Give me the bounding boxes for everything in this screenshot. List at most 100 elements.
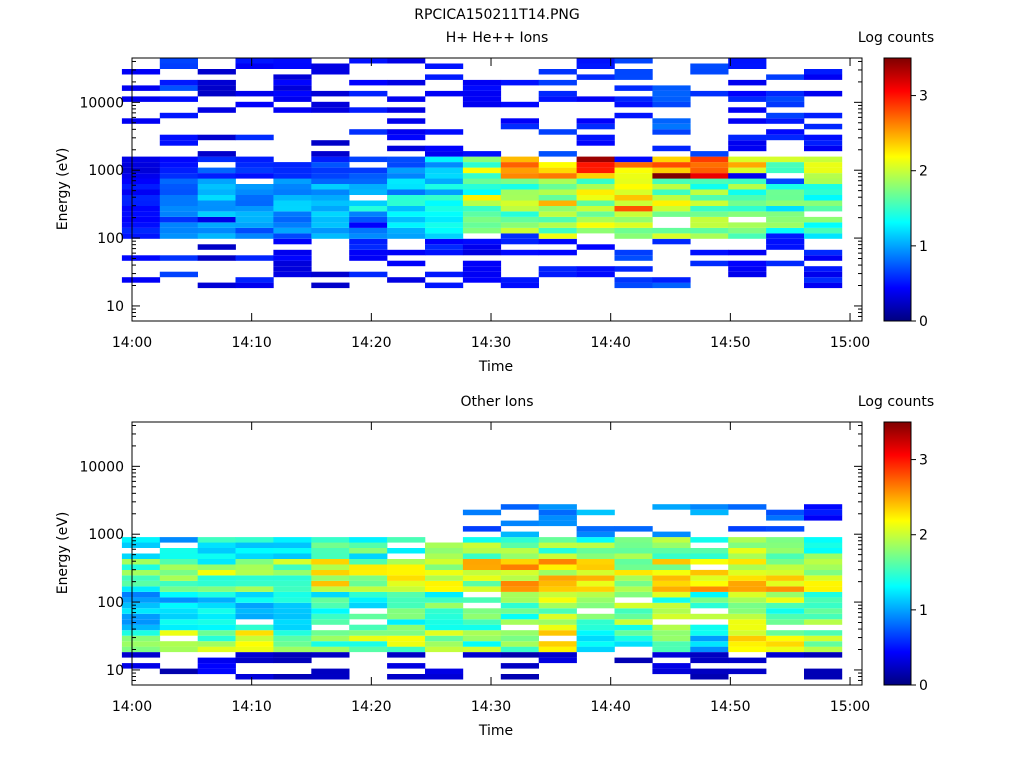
heatmap-cell — [235, 674, 274, 680]
heatmap-cell — [235, 200, 274, 206]
heatmap-cell — [500, 619, 539, 625]
heatmap-cell — [766, 542, 805, 548]
heatmap-cell — [425, 624, 464, 631]
heatmap-cell — [728, 167, 767, 174]
heatmap-cell — [766, 156, 805, 163]
heatmap-cell — [462, 249, 502, 256]
heatmap-cell — [387, 195, 426, 201]
heatmap-cell — [425, 586, 464, 592]
heatmap-cell — [235, 255, 274, 261]
heatmap-cell — [425, 569, 464, 576]
panel-other-ions: Other Ions Energy (eV) Time Log counts 1… — [55, 394, 934, 739]
heatmap-cell — [538, 173, 577, 179]
heatmap-cell — [197, 580, 236, 587]
heatmap-cell — [652, 504, 691, 510]
heatmap-cell — [690, 69, 729, 75]
heatmap-cell — [804, 652, 843, 658]
heatmap-cell — [159, 564, 198, 570]
heatmap-cell — [311, 586, 350, 592]
heatmap-cell — [766, 205, 805, 212]
heatmap-cell — [159, 591, 198, 598]
heatmap-cell — [311, 542, 350, 548]
heatmap-cell — [159, 58, 198, 64]
heatmap-cell — [235, 101, 274, 108]
heatmap-cell — [690, 504, 729, 510]
heatmap-cell — [387, 58, 426, 64]
heatmap-cell — [387, 249, 426, 256]
heatmap-cell — [462, 608, 502, 614]
heatmap-cell — [121, 580, 161, 587]
heatmap-cell — [121, 663, 161, 669]
heatmap-cell — [159, 668, 198, 675]
heatmap-cell — [197, 85, 236, 91]
heatmap-cell — [804, 200, 843, 206]
heatmap-cell — [766, 189, 805, 195]
heatmap-cell — [349, 79, 388, 86]
heatmap-cell — [311, 200, 350, 206]
heatmap-cell — [197, 79, 236, 86]
heatmap-cell — [576, 271, 615, 278]
heatmap-cell — [728, 184, 767, 190]
heatmap-cell — [614, 586, 653, 592]
heatmap-cell — [197, 537, 236, 543]
heatmap-cell — [311, 282, 350, 289]
heatmap-cell — [538, 586, 577, 592]
heatmap-cell — [462, 597, 502, 603]
heatmap-cell — [728, 619, 767, 625]
heatmap-cell — [349, 602, 388, 609]
heatmap-cell — [273, 205, 312, 212]
heatmap-cell — [500, 282, 539, 289]
heatmap-cell — [538, 624, 577, 631]
heatmap-cell — [235, 227, 274, 234]
heatmap-cell — [462, 238, 502, 245]
heatmap-cell — [387, 216, 426, 223]
heatmap-cell — [500, 184, 539, 190]
heatmap-cell — [235, 575, 274, 581]
heatmap-cell — [766, 90, 805, 97]
heatmap-cell — [311, 602, 350, 609]
heatmap-cell — [652, 602, 691, 609]
heatmap-cell — [159, 227, 198, 234]
heatmap-cell — [462, 184, 502, 190]
heatmap-cell — [387, 173, 426, 179]
heatmap-cell — [387, 167, 426, 174]
heatmap-cell — [425, 608, 464, 614]
heatmap-cell — [425, 162, 464, 168]
heatmap-cell — [159, 184, 198, 190]
heatmap-cell — [538, 619, 577, 625]
heatmap-cell — [500, 520, 539, 527]
heatmap-cell — [728, 107, 767, 113]
heatmap-cell — [462, 101, 502, 108]
heatmap-cell — [159, 255, 198, 261]
x-tick-label: 14:00 — [112, 699, 152, 715]
heatmap-cell — [614, 96, 653, 102]
heatmap-cell — [728, 602, 767, 609]
heatmap-cell — [349, 641, 388, 647]
heatmap-cell — [349, 553, 388, 559]
x-tick-label: 15:00 — [830, 335, 870, 351]
heatmap-cell — [690, 233, 729, 239]
heatmap-cell — [462, 205, 502, 212]
x-axis-label: Time — [478, 359, 513, 375]
heatmap-cell — [804, 553, 843, 559]
heatmap-cell — [614, 184, 653, 190]
heatmap-cell — [576, 74, 615, 80]
heatmap-cell — [197, 189, 236, 195]
heatmap-cell — [614, 85, 653, 91]
heatmap-cell — [766, 586, 805, 592]
heatmap-cell — [728, 608, 767, 614]
heatmap-cell — [349, 586, 388, 592]
heatmap-cell — [804, 668, 843, 675]
heatmap-cell — [462, 619, 502, 625]
heatmap-cell — [804, 134, 843, 141]
heatmap-cell — [159, 646, 198, 653]
heatmap-cell — [690, 216, 729, 223]
heatmap-cell — [462, 641, 502, 647]
heatmap-cell — [387, 79, 426, 86]
heatmap-cell — [273, 569, 312, 576]
heatmap-cell — [728, 156, 767, 163]
heatmap-cell — [273, 580, 312, 587]
heatmap-cell — [159, 112, 198, 119]
heatmap-cell — [121, 195, 161, 201]
heatmap-cell — [235, 635, 274, 642]
